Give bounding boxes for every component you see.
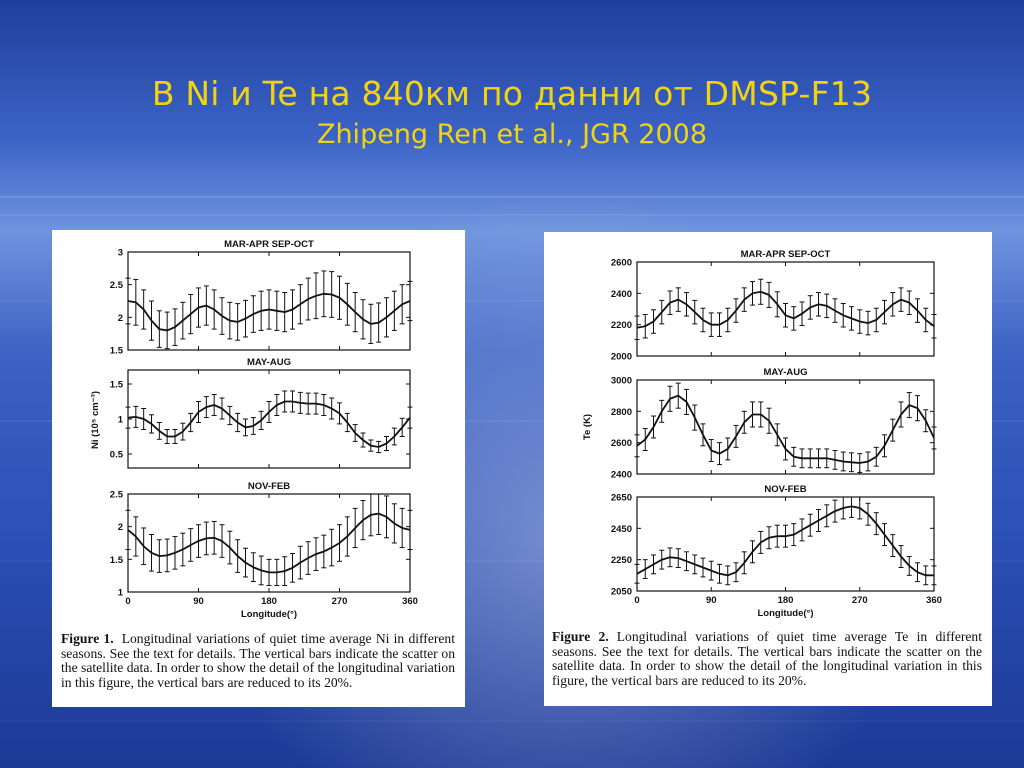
y-tick-label: 2400 xyxy=(611,470,632,481)
panel-title: NOV-FEB xyxy=(248,481,290,492)
water-highlight xyxy=(0,420,1024,422)
y-tick-label: 2450 xyxy=(611,524,632,535)
y-tick-label: 2.5 xyxy=(110,280,124,291)
te-chart-panels: MAR-APR SEP-OCT 2000 2200 2400 2600 MAY-AUG 24… xyxy=(582,249,942,619)
series-line xyxy=(636,394,935,464)
water-highlight xyxy=(0,300,1024,302)
y-tick-label: 1.5 xyxy=(110,555,124,566)
x-tick-label: 0 xyxy=(634,595,639,606)
x-tick-label: 180 xyxy=(778,595,794,606)
chart-panel-2: NOV-FEB 0 90 180 270 360 1 1.5 2 2.5 Longitude(°) xyxy=(110,481,418,620)
y-tick-label: 2 xyxy=(118,522,123,533)
panel-title: MAR-APR SEP-OCT xyxy=(224,239,314,250)
chart-panel-2: NOV-FEB 0 90 180 270 360 2050 2250 2450 2650 Longi… xyxy=(611,484,942,619)
series-line xyxy=(127,512,411,574)
x-tick-label: 0 xyxy=(125,596,130,607)
slide-subtitle: Zhipeng Ren et al., JGR 2008 xyxy=(316,119,708,150)
y-tick-label: 0.5 xyxy=(110,450,124,461)
series-line xyxy=(636,505,934,577)
y-tick-label: 2050 xyxy=(611,587,632,598)
y-axis-label: Te (K) xyxy=(582,414,593,440)
y-tick-label: 2 xyxy=(118,313,123,324)
y-tick-label: 3 xyxy=(118,248,123,259)
x-tick-label: 270 xyxy=(852,595,868,606)
chart-panel-0: MAR-APR SEP-OCT 2000 2200 2400 2600 xyxy=(611,249,937,363)
y-tick-label: 2000 xyxy=(611,352,632,363)
chart-panel-1: MAY-AUG 2400 2600 2800 3000 xyxy=(611,367,937,481)
figure-2-caption-label: Figure 2. xyxy=(552,629,609,644)
water-highlight xyxy=(0,560,1024,562)
y-tick-label: 1.5 xyxy=(110,380,124,391)
y-tick-label: 2250 xyxy=(611,555,632,566)
panel-title: MAY-AUG xyxy=(764,367,808,378)
x-tick-label: 270 xyxy=(332,596,348,607)
chart-panel-1: MAY-AUG 0.5 1 1.5 xyxy=(110,357,413,469)
figure-1-caption: Figure 1. Longitudinal variations of quie… xyxy=(61,631,455,690)
y-tick-label: 1 xyxy=(118,588,124,599)
water-highlight xyxy=(0,196,1024,198)
x-axis-label: Longitude(°) xyxy=(241,609,297,620)
y-tick-label: 2650 xyxy=(611,493,632,504)
y-tick-label: 3000 xyxy=(611,376,632,387)
y-tick-label: 2600 xyxy=(611,438,632,449)
series-line xyxy=(636,290,935,329)
panel-title: NOV-FEB xyxy=(764,484,806,495)
x-tick-label: 90 xyxy=(193,596,204,607)
error-bar xyxy=(931,313,937,339)
y-tick-label: 1 xyxy=(118,415,124,426)
y-axis-label: Ni (10⁵ cm⁻³) xyxy=(90,391,101,449)
figure-2-caption-text: Longitudinal variations of quiet time av… xyxy=(552,629,983,688)
x-tick-label: 180 xyxy=(261,596,277,607)
panel-title: MAY-AUG xyxy=(247,357,291,368)
x-tick-label: 360 xyxy=(926,595,942,606)
series-line xyxy=(127,400,411,448)
figure-1-caption-label: Figure 1. xyxy=(61,631,114,646)
error-bar xyxy=(407,509,413,551)
y-tick-label: 2400 xyxy=(611,289,632,300)
y-tick-label: 1.5 xyxy=(110,346,124,357)
y-tick-label: 2800 xyxy=(611,407,632,418)
panel-title: MAR-APR SEP-OCT xyxy=(741,249,831,260)
water-highlight xyxy=(0,214,1024,216)
figure-1-caption-text: Longitudinal variations of quiet time av… xyxy=(61,631,455,690)
figure-2-caption: Figure 2. Longitudinal variations of quie… xyxy=(552,629,983,688)
figure-ni: MAR-APR SEP-OCT 1.5 2 2.5 3 MAY-AUG 0.5 1 1.5 NOV… xyxy=(52,230,465,707)
x-tick-label: 90 xyxy=(706,595,717,606)
y-tick-label: 2200 xyxy=(611,320,632,331)
water-highlight xyxy=(0,720,1024,722)
slide-title: B Ni и Te на 840км по данни от DMSP-F13 xyxy=(151,74,873,113)
ni-chart-panels: MAR-APR SEP-OCT1.522.53MAY-AUG0.511.5NOV… xyxy=(90,239,418,620)
series-line xyxy=(127,292,411,332)
x-axis-label: Longitude(°) xyxy=(757,608,813,619)
y-tick-label: 2.5 xyxy=(110,490,124,501)
x-tick-label: 360 xyxy=(402,596,418,607)
figure-te: MAR-APR SEP-OCT 2000 2200 2400 2600 MAY-AUG 24… xyxy=(544,232,992,706)
y-tick-label: 2600 xyxy=(611,258,632,269)
chart-panel-0: MAR-APR SEP-OCT 1.5 2 2.5 3 xyxy=(110,239,413,357)
